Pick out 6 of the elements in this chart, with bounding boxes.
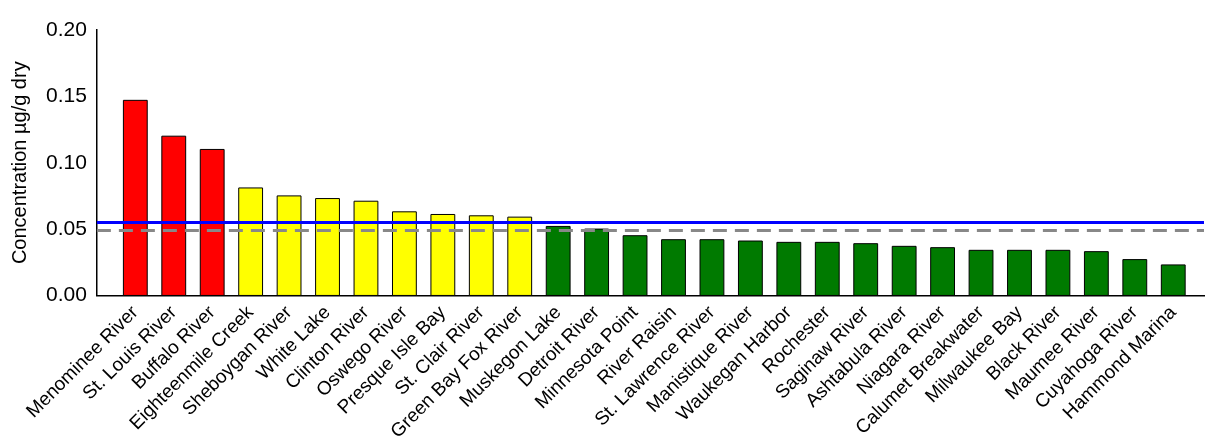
y-tick-label: 0.05 <box>46 215 87 239</box>
y-axis-title: Concentration µg/g dry <box>7 61 30 265</box>
y-tick-label: 0.10 <box>46 149 87 173</box>
y-tick-label: 0.00 <box>46 282 87 306</box>
y-tick-label: 0.15 <box>46 83 87 107</box>
y-tick-label: 0.20 <box>46 16 87 40</box>
